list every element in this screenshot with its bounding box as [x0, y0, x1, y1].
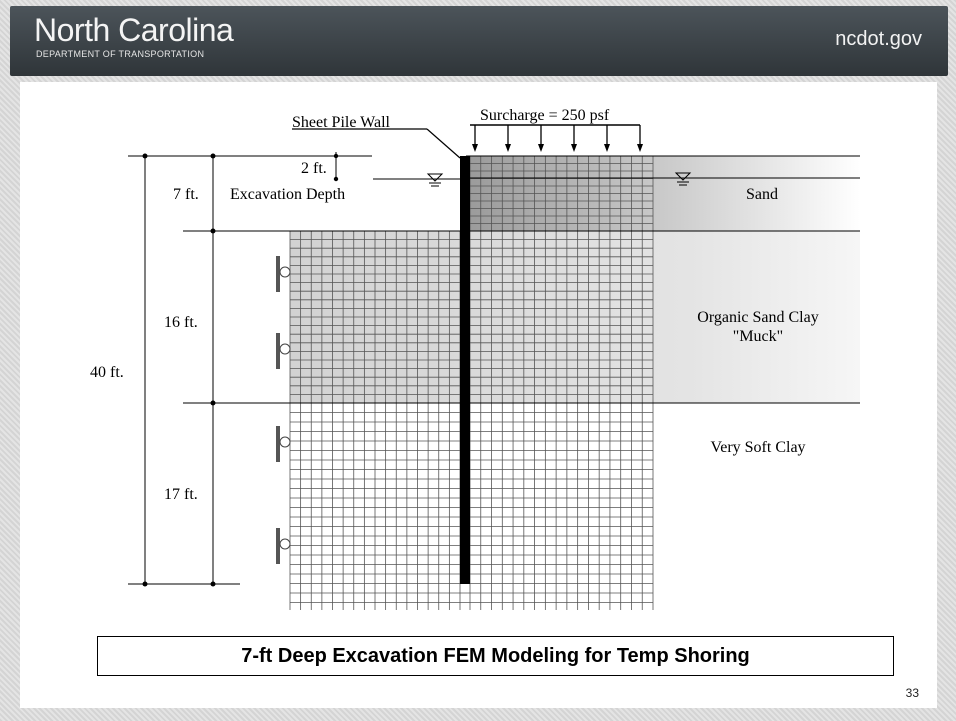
surcharge-label: Surcharge = 250 psf	[480, 107, 610, 124]
site-name: ncdot.gov	[835, 28, 922, 50]
dim-17ft-label: 17 ft.	[164, 486, 198, 503]
dim-16ft-label: 16 ft.	[164, 314, 198, 331]
support-roller	[279, 343, 291, 355]
surcharge-arrow-head	[505, 144, 511, 152]
dim-7ft-label: 7 ft.	[173, 186, 199, 203]
slide-header: North Carolina DEPARTMENT OF TRANSPORTAT…	[10, 6, 948, 76]
page-number: 33	[905, 686, 919, 700]
surcharge-arrow-head	[538, 144, 544, 152]
dim-2ft-label: 2 ft.	[301, 160, 327, 177]
boundary-supports	[276, 256, 291, 564]
layer-organic-label: Organic Sand Clay	[697, 309, 818, 326]
support-plate	[276, 256, 280, 292]
support-plate	[276, 528, 280, 564]
surcharge-arrow-head	[637, 144, 643, 152]
slide-caption: 7-ft Deep Excavation FEM Modeling for Te…	[97, 636, 894, 676]
water-table-symbol-left	[426, 173, 444, 187]
support-roller	[279, 266, 291, 278]
fem-diagram: Sheet Pile Wall Surcharge = 250 psf 2 ft…	[90, 107, 860, 610]
surcharge-arrow-head	[472, 144, 478, 152]
slide-body: Sheet Pile Wall Surcharge = 250 psf 2 ft…	[20, 82, 937, 708]
support-plate	[276, 426, 280, 462]
surcharge-arrow-head	[604, 144, 610, 152]
excavation-depth-label: Excavation Depth	[230, 186, 345, 203]
sheet-pile-label: Sheet Pile Wall	[292, 114, 391, 131]
surcharge-arrows	[472, 125, 643, 152]
support-plate	[276, 333, 280, 369]
layer-muck-label: "Muck"	[733, 328, 783, 345]
support-roller	[279, 538, 291, 550]
support-roller	[279, 436, 291, 448]
dim-40ft-label: 40 ft.	[90, 364, 124, 381]
layer-soft-clay-label: Very Soft Clay	[710, 439, 805, 456]
surcharge-arrow-head	[571, 144, 577, 152]
sheet-pile-leader	[426, 128, 461, 159]
sheet-pile-wall	[460, 156, 470, 584]
water-table-symbol-right	[674, 172, 692, 186]
brand-title: North Carolina	[34, 12, 234, 48]
layer-sand-label: Sand	[746, 186, 778, 203]
brand-subtitle: DEPARTMENT OF TRANSPORTATION	[36, 49, 205, 59]
